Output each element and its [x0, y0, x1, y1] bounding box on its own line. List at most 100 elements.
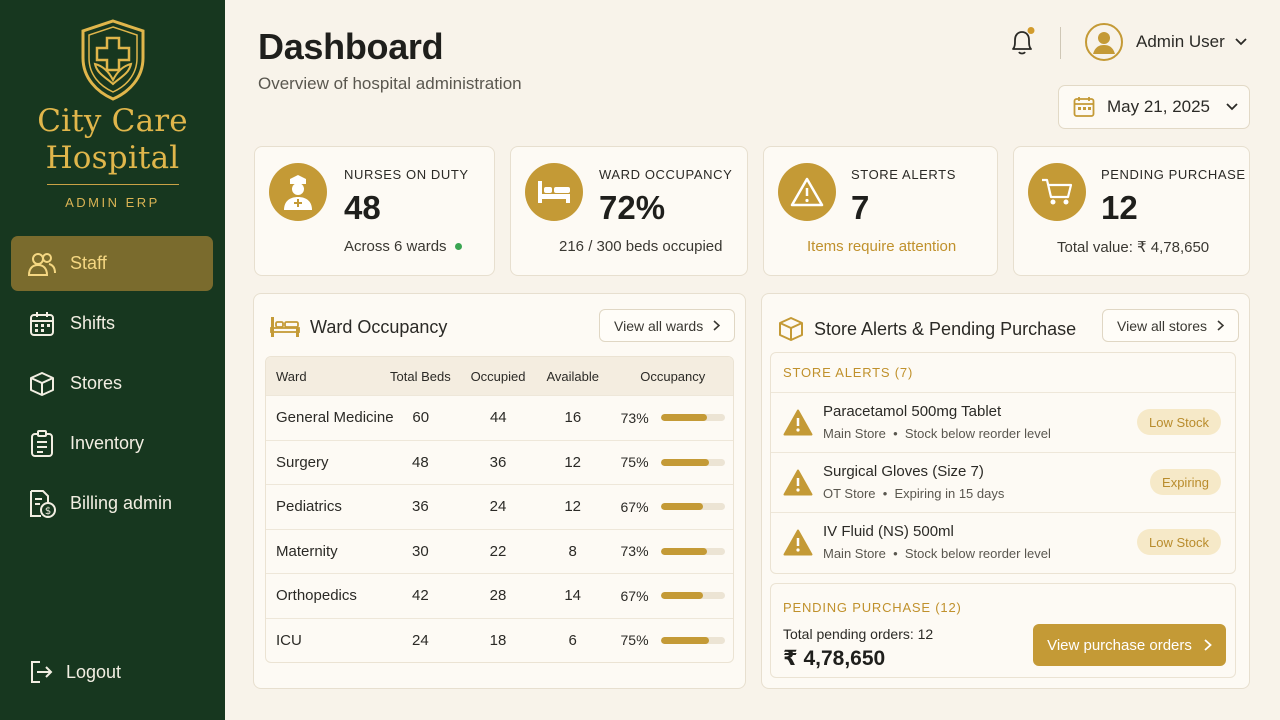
stat-label: NURSES ON DUTY	[344, 167, 469, 182]
list-item[interactable]: IV Fluid (NS) 500ml Main Store • Stock be…	[771, 512, 1235, 572]
invoice-icon: $	[28, 489, 56, 518]
cell-ward: Surgery	[276, 453, 329, 471]
alert-item-detail: Expiring in 15 days	[894, 486, 1005, 501]
table-row[interactable]: ICU 24 18 6 75%	[266, 617, 734, 663]
cell-ward: General Medicine	[276, 409, 394, 427]
stat-note: 216 / 300 beds occupied	[559, 238, 723, 255]
stat-card-pending-purchase: PENDING PURCHASE 12 Total value: ₹ 4,78,…	[1013, 146, 1250, 276]
occupancy-percent: 67%	[620, 498, 649, 515]
stat-value: 7	[851, 189, 870, 226]
list-item[interactable]: Surgical Gloves (Size 7) OT Store • Expir…	[771, 452, 1235, 512]
brand-divider	[46, 184, 179, 185]
sidebar-item-label: Inventory	[70, 433, 145, 453]
cell-occupancy: 67%	[613, 499, 734, 515]
table-header: Ward Total Beds Occupied Available Occup…	[266, 357, 733, 395]
pending-purchase-heading: PENDING PURCHASE (12)	[783, 600, 962, 615]
alert-item-meta: Main Store • Stock below reorder level	[823, 546, 1051, 561]
chevron-right-icon	[1217, 320, 1225, 331]
alert-item-store: OT Store	[823, 486, 876, 501]
stat-note: Total value: ₹ 4,78,650	[1057, 239, 1210, 256]
brand: City Care Hospital ADMIN ERP	[0, 18, 225, 210]
chevron-right-icon	[713, 320, 721, 331]
logout-button[interactable]: Logout	[28, 658, 121, 686]
button-label: View all wards	[614, 317, 704, 334]
occupancy-bar	[660, 414, 725, 422]
store-alerts-list: STORE ALERTS (7) Paracetamol 500mg Table…	[770, 352, 1236, 574]
store-alerts-panel: Store Alerts & Pending Purchase View all…	[761, 293, 1250, 689]
cell-occupied: 36	[489, 453, 507, 471]
table-row[interactable]: Maternity 30 22 8 73%	[266, 528, 733, 574]
date-picker[interactable]: May 21, 2025	[1058, 85, 1250, 129]
cell-available: 16	[564, 409, 582, 427]
alert-item-meta: OT Store • Expiring in 15 days	[823, 486, 1004, 501]
cell-occupied: 44	[489, 409, 507, 427]
warning-icon	[783, 469, 813, 496]
cell-available: 6	[568, 631, 577, 649]
view-all-stores-button[interactable]: View all stores	[1102, 309, 1240, 342]
pending-total: Total pending orders: 12	[783, 626, 934, 642]
shield-cross-icon	[81, 19, 144, 101]
table-row[interactable]: General Medicine 60 44 16 73%	[266, 395, 733, 440]
alert-item-name: IV Fluid (NS) 500ml	[823, 523, 954, 540]
occupancy-percent: 75%	[620, 454, 649, 471]
button-label: View purchase orders	[1047, 636, 1192, 654]
list-item[interactable]: Paracetamol 500mg Tablet Main Store • Sto…	[771, 392, 1235, 452]
sidebar-item-inventory[interactable]: Inventory	[11, 416, 213, 471]
meta-separator: •	[885, 546, 905, 561]
calendar-icon	[28, 310, 56, 338]
cell-available: 14	[564, 587, 582, 605]
svg-text:$: $	[45, 506, 51, 517]
column-header: Available	[546, 368, 599, 384]
view-purchase-orders-button[interactable]: View purchase orders	[1033, 624, 1226, 666]
alert-item-store: Main Store	[823, 546, 886, 561]
warning-icon	[783, 529, 813, 556]
occupancy-bar	[660, 503, 725, 511]
panel-title-text: Ward Occupancy	[310, 316, 448, 337]
bed-icon	[525, 163, 583, 221]
table-row[interactable]: Orthopedics 42 28 14 67%	[266, 573, 733, 618]
alert-item-detail: Stock below reorder level	[904, 426, 1051, 441]
calendar-icon	[1073, 97, 1095, 117]
cell-occupancy: 75%	[613, 632, 734, 648]
column-header: Occupied	[470, 368, 526, 384]
view-all-wards-button[interactable]: View all wards	[599, 309, 736, 342]
cell-ward: Maternity	[276, 542, 338, 560]
occupancy-bar	[660, 592, 725, 600]
users-icon	[28, 250, 56, 278]
table-row[interactable]: Surgery 48 36 12 75%	[266, 439, 733, 485]
occupancy-percent: 75%	[620, 632, 649, 649]
sidebar-item-label: Shifts	[70, 313, 116, 333]
occupancy-percent: 73%	[620, 409, 649, 426]
cart-icon	[1028, 163, 1086, 221]
cube-icon	[28, 370, 56, 398]
chevron-down-icon	[1226, 103, 1238, 111]
column-header: Total Beds	[390, 368, 451, 384]
clipboard-icon	[28, 429, 56, 458]
sidebar-nav: Staff Shifts Stores Inventory $ Billing …	[11, 236, 213, 536]
brand-subtitle: ADMIN ERP	[65, 195, 160, 210]
sidebar-item-staff[interactable]: Staff	[11, 236, 213, 291]
sidebar-item-label: Billing admin	[70, 493, 173, 513]
sidebar: City Care Hospital ADMIN ERP Staff Shift…	[0, 0, 225, 720]
occupancy-bar	[660, 636, 725, 644]
cell-occupied: 22	[489, 542, 507, 560]
store-alerts-heading: STORE ALERTS (7)	[783, 365, 914, 380]
avatar	[1085, 23, 1123, 61]
stat-label: WARD OCCUPANCY	[599, 167, 733, 182]
notifications-button[interactable]	[1008, 27, 1036, 57]
sidebar-item-billing-admin[interactable]: $ Billing admin	[11, 476, 213, 531]
meta-separator: •	[875, 486, 895, 501]
panel-title: Store Alerts & Pending Purchase	[778, 316, 1076, 342]
status-badge: Low Stock	[1137, 409, 1221, 435]
table-row[interactable]: Pediatrics 36 24 12 67%	[266, 484, 733, 529]
warning-icon	[783, 409, 813, 436]
stat-label: PENDING PURCHASE	[1101, 167, 1246, 182]
user-menu[interactable]: Admin User	[1085, 23, 1247, 61]
occupancy-bar-fill	[660, 547, 708, 555]
cell-occupancy: 67%	[613, 588, 734, 604]
button-label: View all stores	[1117, 317, 1208, 334]
sidebar-item-shifts[interactable]: Shifts	[11, 296, 213, 351]
sidebar-item-stores[interactable]: Stores	[11, 356, 213, 411]
column-header: Occupancy	[640, 368, 706, 384]
cell-ward: Orthopedics	[276, 587, 357, 605]
